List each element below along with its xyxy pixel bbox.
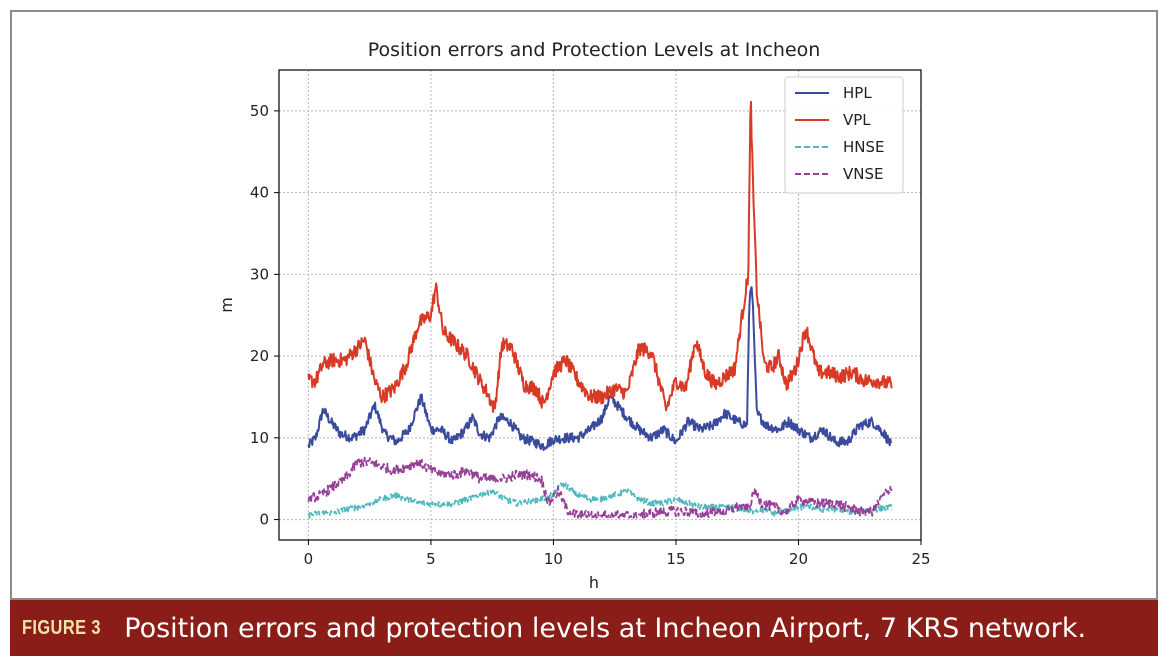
legend-label: VNSE — [843, 165, 883, 183]
x-axis-label: h — [589, 573, 599, 592]
plot-area — [278, 69, 922, 541]
series-line-hpl — [307, 286, 893, 452]
y-axis-label: m — [217, 297, 236, 313]
legend-box — [784, 76, 904, 194]
x-tick-label: 20 — [789, 550, 808, 568]
figure-number: FIGURE 3 — [22, 616, 101, 639]
x-tick-label: 5 — [426, 550, 436, 568]
y-tick-label: 0 — [259, 511, 269, 529]
legend: HPL VPL HNSE VNSE — [784, 76, 904, 194]
y-tick-label: 30 — [250, 265, 269, 283]
figure-caption: FIGURE 3 Position errors and protection … — [10, 600, 1158, 656]
grid — [279, 70, 922, 540]
figure-frame — [10, 10, 1158, 600]
x-tick-label: 15 — [666, 550, 685, 568]
x-tick-label: 0 — [304, 550, 314, 568]
y-tick-label: 10 — [250, 429, 269, 447]
y-tick-label: 50 — [250, 102, 269, 120]
chart-title: Position errors and Protection Levels at… — [368, 39, 821, 61]
series-line-vpl — [307, 100, 893, 413]
caption-text: Position errors and protection levels at… — [124, 612, 1087, 644]
series-lines — [307, 100, 893, 519]
axis-ticks: 0 5 10 15 20 25 0 10 20 30 40 50 — [250, 102, 931, 568]
y-tick-label: 20 — [250, 347, 269, 365]
line-chart: Position errors and Protection Levels at… — [217, 39, 931, 592]
x-tick-label: 25 — [911, 550, 930, 568]
legend-label: VPL — [843, 111, 871, 129]
legend-label: HNSE — [843, 138, 885, 156]
legend-label: HPL — [843, 84, 872, 102]
x-tick-label: 10 — [544, 550, 563, 568]
y-tick-label: 40 — [250, 184, 269, 202]
series-line-vnse — [307, 456, 893, 519]
series-line-hnse — [308, 480, 893, 519]
